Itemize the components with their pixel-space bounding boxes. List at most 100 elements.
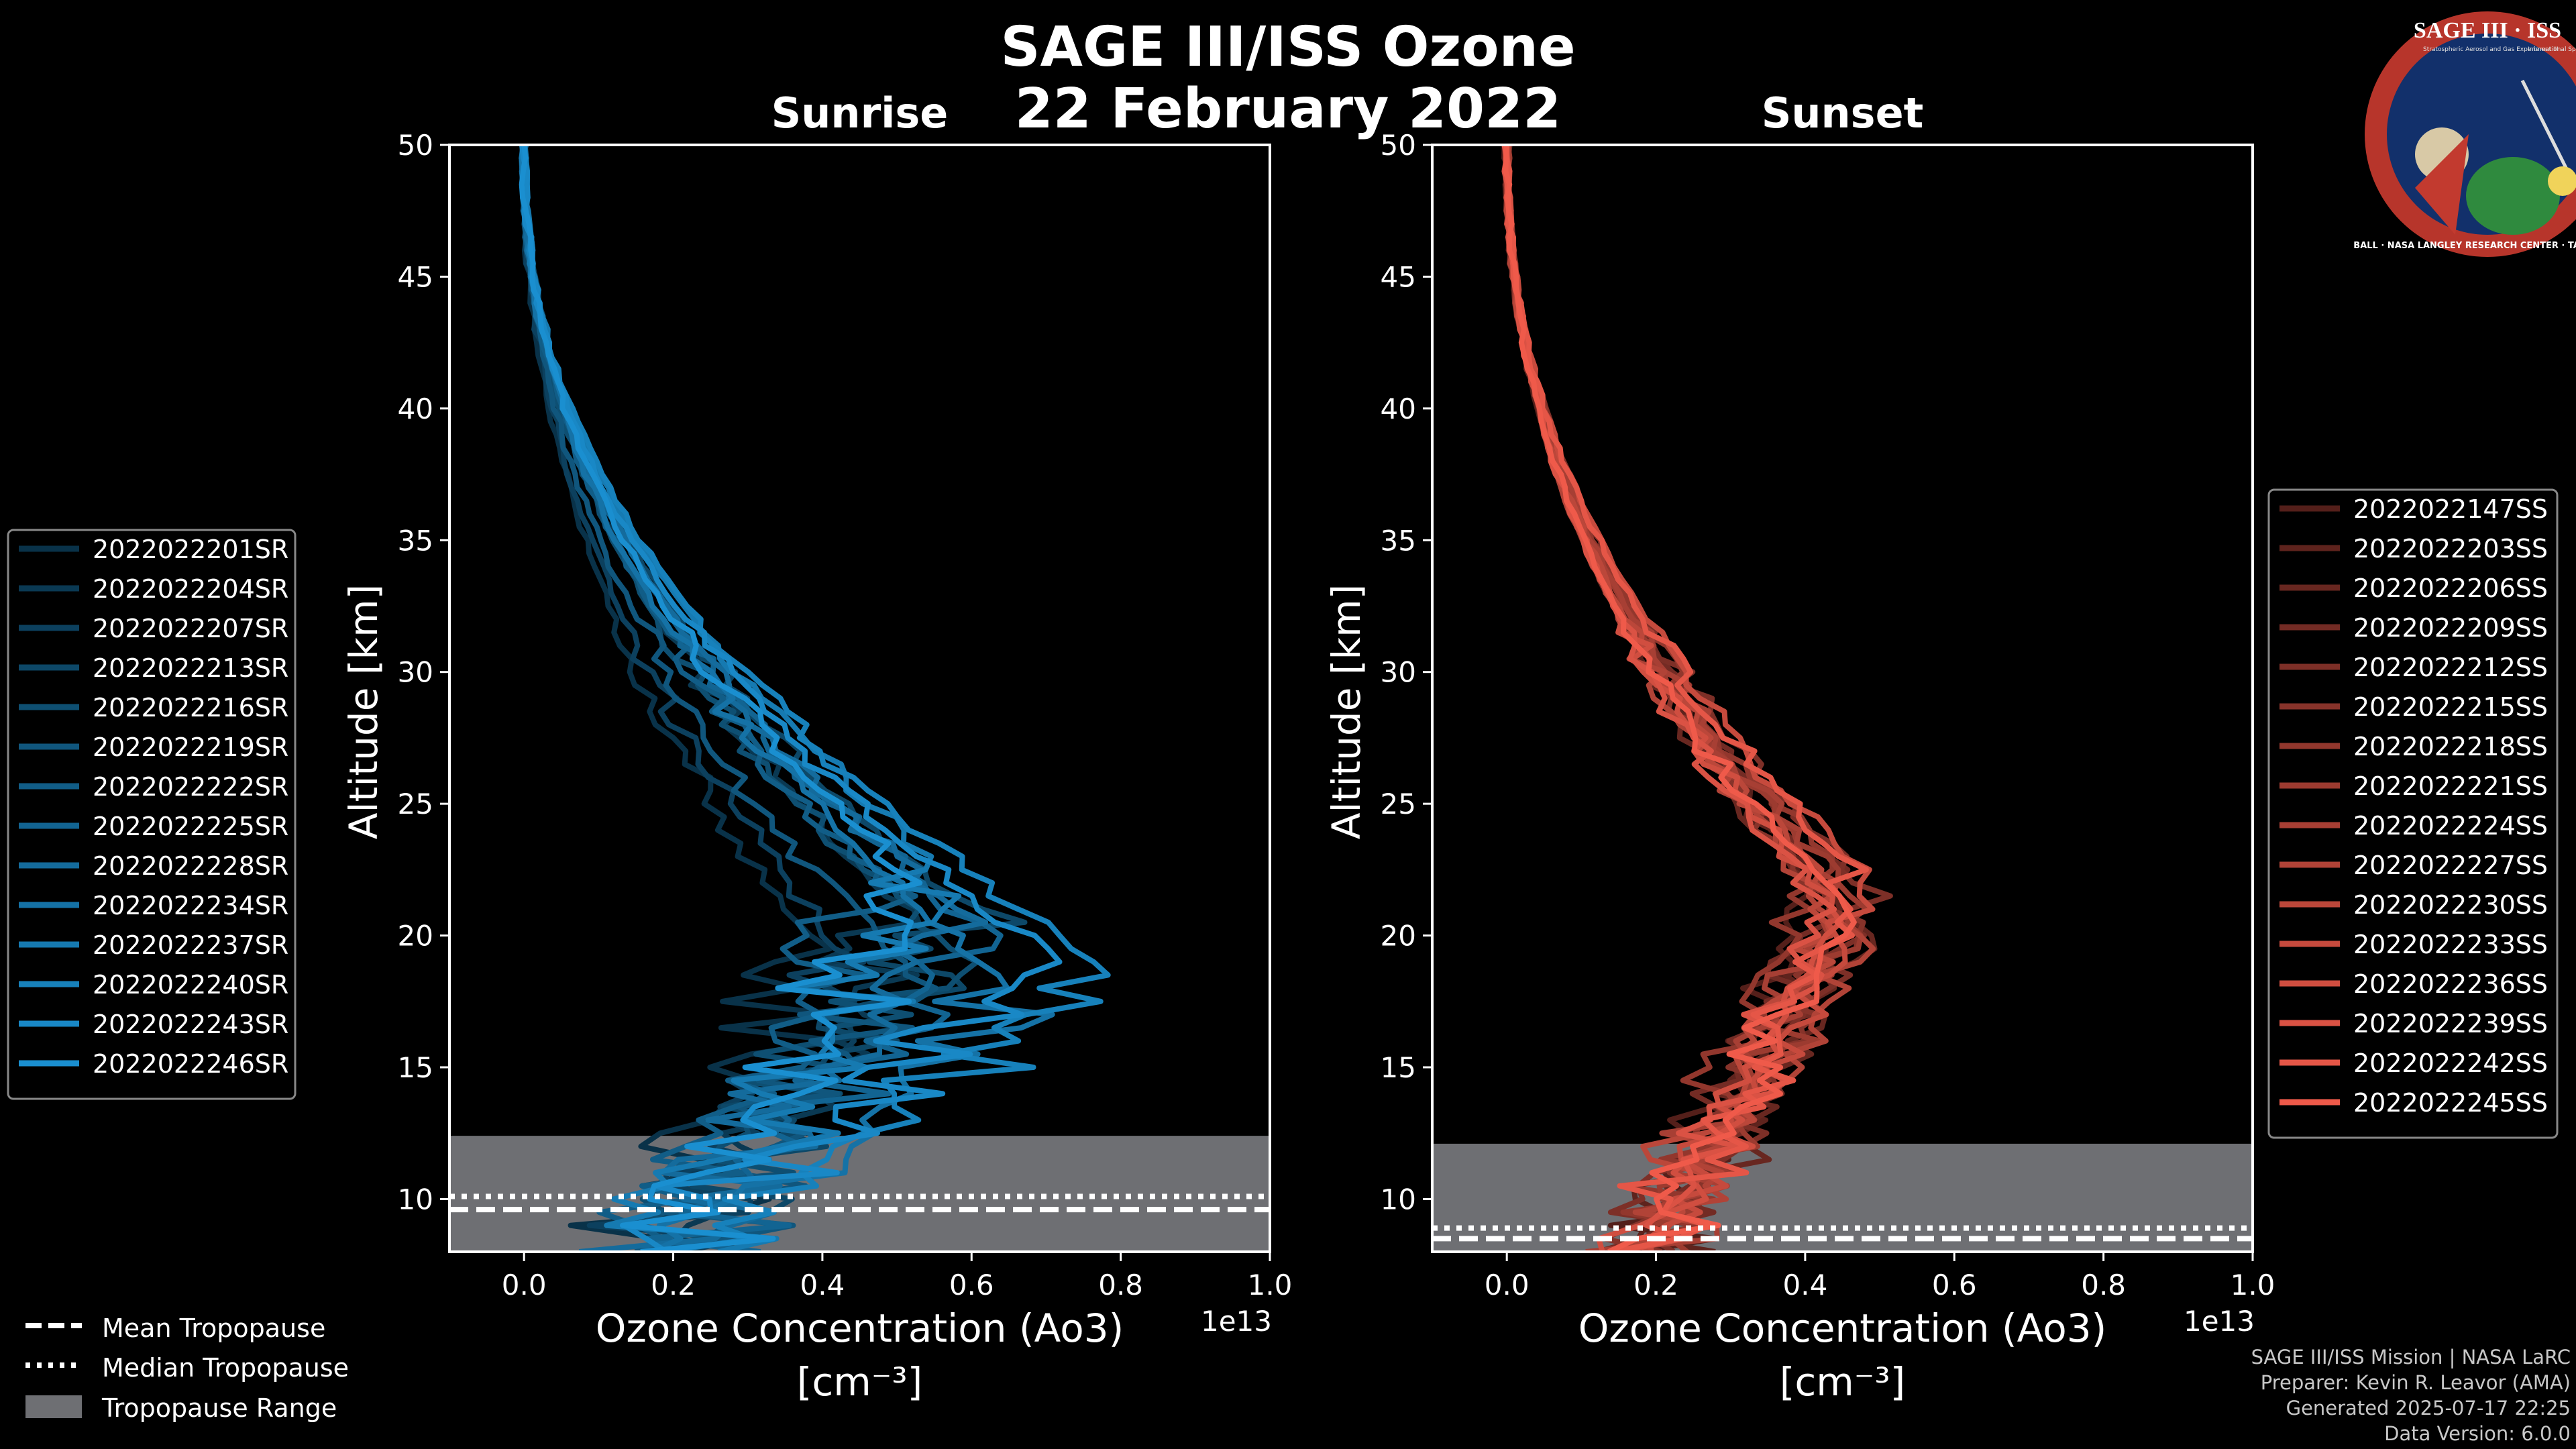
y-tick-label: 45 [1381, 260, 1416, 293]
legend-entry-2022022221SS: 2022022221SS [2353, 771, 2548, 801]
legend-tropopause-range: Tropopause Range [101, 1393, 337, 1423]
legend-entry-2022022213SR: 2022022213SR [93, 653, 288, 683]
x-tick-label: 0.6 [1932, 1269, 1977, 1301]
axes-frame [448, 144, 1271, 1253]
legend-entry-2022022237SR: 2022022237SR [93, 930, 288, 960]
profile-2022022246SR [519, 145, 923, 1252]
panel-title: Sunset [1762, 89, 1924, 138]
badge-sun [2548, 166, 2576, 196]
legend-entry-2022022209SS: 2022022209SS [2353, 613, 2548, 643]
x-tick-label: 0.4 [800, 1269, 845, 1301]
legend-entry-2022022225SR: 2022022225SR [93, 812, 288, 841]
legend-entry-2022022242SS: 2022022242SS [2353, 1049, 2548, 1078]
badge-robe [2415, 134, 2469, 235]
x-tick-label: 0.0 [1485, 1269, 1529, 1301]
y-tick-label: 15 [1381, 1051, 1416, 1084]
credit-line-preparer: Preparer: Kevin R. Leavor (AMA) [2260, 1371, 2571, 1394]
x-tick-label: 0.0 [502, 1269, 547, 1301]
legend-entry-2022022207SR: 2022022207SR [93, 614, 288, 643]
sage-iii-mission-badge: SAGE III · ISS Stratospheric Aerosol and… [2353, 11, 2576, 257]
x-tick-label: 0.8 [1098, 1269, 1143, 1301]
legend-entry-2022022233SS: 2022022233SS [2353, 930, 2548, 959]
legend-entry-2022022147SS: 2022022147SS [2353, 494, 2548, 524]
badge-top-text: SAGE III · ISS [2414, 18, 2561, 43]
tropopause-range-band [1432, 1143, 2253, 1252]
y-axis-label: Altitude [km] [1324, 584, 1369, 839]
credit-line-generated: Generated 2025-07-17 22:25 [2286, 1397, 2571, 1419]
legend-entry-2022022212SS: 2022022212SS [2353, 653, 2548, 682]
y-tick-label: 25 [398, 788, 433, 820]
legend-sunrise: 2022022201SR 2022022204SR 2022022207SR 2022… [7, 529, 297, 1100]
y-tick-label: 30 [1381, 656, 1416, 689]
y-tick-label: 40 [398, 392, 433, 425]
y-tick-label: 35 [1381, 524, 1416, 557]
y-tick-label: 15 [398, 1051, 433, 1084]
y-tick-label: 45 [398, 260, 433, 293]
axes-frame [1431, 144, 2254, 1253]
legend-entry-2022022227SS: 2022022227SS [2353, 851, 2548, 880]
panel-sunset: 10 15 20 25 30 35 40 45 50 0.0 0.2 0.4 0.6 0.8 1.0 Suns… [1324, 89, 2275, 1405]
y-axis-label: Altitude [km] [341, 584, 386, 839]
legend-entry-2022022203SS: 2022022203SS [2353, 534, 2548, 564]
legend-entry-2022022201SR: 2022022201SR [93, 535, 288, 564]
legend-entry-2022022218SS: 2022022218SS [2353, 732, 2548, 761]
x-tick-label: 0.4 [1783, 1269, 1828, 1301]
x-axis-unit: [cm⁻³] [1780, 1359, 1906, 1405]
badge-earth [2466, 157, 2560, 235]
x-tick-label: 0.8 [2081, 1269, 2126, 1301]
y-tick-label: 50 [1381, 129, 1416, 162]
legend-entry-2022022215SS: 2022022215SS [2353, 692, 2548, 722]
y-tick-label: 35 [398, 524, 433, 557]
x-tick-label: 0.2 [651, 1269, 696, 1301]
y-tick-label: 40 [1381, 392, 1416, 425]
legend-entry-2022022243SR: 2022022243SR [93, 1010, 288, 1039]
x-axis-label: Ozone Concentration (Ao3) [596, 1305, 1124, 1351]
legend-entry-2022022240SR: 2022022240SR [93, 970, 288, 1000]
y-tick-label: 20 [1381, 920, 1416, 953]
figure-title-line2: 22 February 2022 [1014, 77, 1562, 141]
y-tick-label: 30 [398, 656, 433, 689]
credits-block: SAGE III/ISS Mission | NASA LaRC Prepare… [2251, 1344, 2571, 1446]
legend-entry-2022022230SS: 2022022230SS [2353, 890, 2548, 920]
x-offset-label: 1e13 [2184, 1305, 2255, 1338]
badge-small-text-right: International Space Station [2528, 46, 2576, 53]
x-tick-label: 0.6 [949, 1269, 994, 1301]
legend-entry-2022022204SR: 2022022204SR [93, 574, 288, 604]
badge-ring-text: BALL · NASA LANGLEY RESEARCH CENTER · TA… [2353, 241, 2576, 251]
profile-2022022243SR [519, 145, 1063, 1252]
y-tick-label: 10 [1381, 1183, 1416, 1216]
credit-line-version: Data Version: 6.0.0 [2384, 1422, 2571, 1445]
legend-entry-2022022206SS: 2022022206SS [2353, 574, 2548, 603]
legend-tropopause: Mean Tropopause Median Tropopause Tropopau… [25, 1313, 349, 1423]
x-offset-label: 1e13 [1201, 1305, 1272, 1338]
legend-entry-2022022219SR: 2022022219SR [93, 733, 288, 762]
legend-entry-2022022224SS: 2022022224SS [2353, 811, 2548, 841]
credit-line-mission: SAGE III/ISS Mission | NASA LaRC [2251, 1346, 2571, 1368]
badge-beam [2520, 79, 2571, 176]
x-tick-label: 1.0 [1248, 1269, 1293, 1301]
x-tick-label: 1.0 [2231, 1269, 2275, 1301]
legend-entry-2022022222SR: 2022022222SR [93, 772, 288, 802]
x-axis-label: Ozone Concentration (Ao3) [1578, 1305, 2107, 1351]
panel-title: Sunrise [771, 89, 949, 138]
profile-2022022245SS [1503, 145, 1857, 1252]
y-tick-label: 25 [1381, 788, 1416, 820]
legend-entry-2022022228SR: 2022022228SR [93, 851, 288, 881]
x-axis-unit: [cm⁻³] [797, 1359, 923, 1405]
legend-median-tropopause: Median Tropopause [102, 1353, 349, 1383]
y-tick-label: 20 [398, 920, 433, 953]
legend-entry-2022022236SS: 2022022236SS [2353, 969, 2548, 999]
y-tick-label: 50 [398, 129, 433, 162]
legend-entry-2022022245SS: 2022022245SS [2353, 1088, 2548, 1118]
legend-entry-2022022216SR: 2022022216SR [93, 693, 288, 722]
legend-entry-2022022239SS: 2022022239SS [2353, 1009, 2548, 1038]
legend-mean-tropopause: Mean Tropopause [102, 1313, 325, 1343]
profile-2022022242SS [1501, 145, 1869, 1252]
figure-title-line1: SAGE III/ISS Ozone [1000, 15, 1576, 79]
panel-sunrise: 10 15 20 25 30 35 40 45 50 0.0 0.2 0.4 0.6 0.8 1.0 Sunr… [341, 89, 1292, 1405]
legend-entry-2022022234SR: 2022022234SR [93, 891, 288, 920]
x-tick-label: 0.2 [1633, 1269, 1678, 1301]
legend-entry-2022022246SR: 2022022246SR [93, 1049, 288, 1079]
profile-2022022222SR [520, 145, 918, 1252]
